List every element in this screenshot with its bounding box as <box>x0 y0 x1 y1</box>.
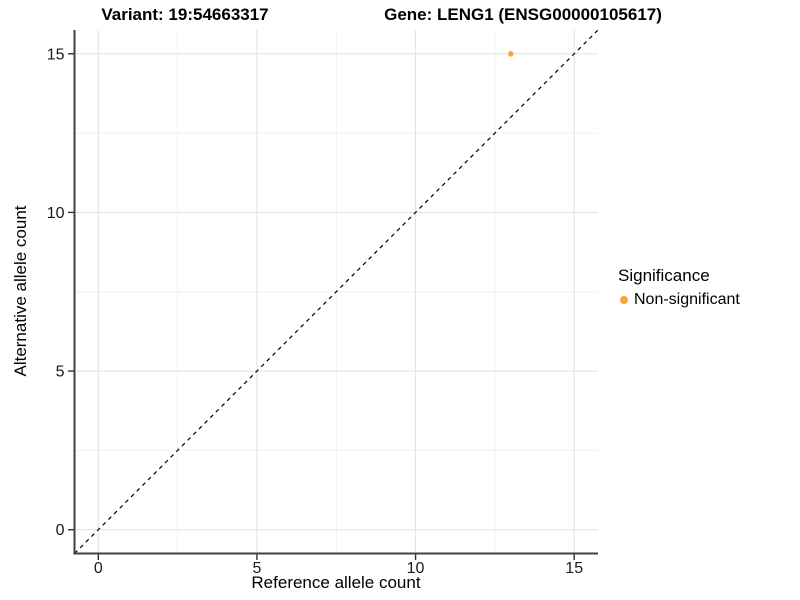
x-axis-title: Reference allele count <box>251 573 421 592</box>
y-tick-label: 10 <box>47 205 65 222</box>
x-tick-label: 10 <box>407 560 425 577</box>
y-tick-label: 15 <box>47 46 65 63</box>
legend-item-non-significant: Non-significant <box>618 291 740 309</box>
legend: Significance Non-significant <box>618 266 740 309</box>
legend-point-circle-icon <box>620 296 628 304</box>
x-tick-label: 15 <box>565 560 583 577</box>
y-tick-label: 5 <box>56 364 65 381</box>
x-tick-label: 5 <box>252 560 261 577</box>
y-tick-label: 0 <box>56 522 65 539</box>
x-tick-label: 0 <box>94 560 103 577</box>
legend-item-label: Non-significant <box>634 291 740 308</box>
legend-title: Significance <box>618 266 710 285</box>
identity-reference-line <box>74 29 599 554</box>
variant-title: Variant: 19:54663317 <box>101 5 269 24</box>
gene-title: Gene: LENG1 (ENSG00000105617) <box>384 5 662 24</box>
y-axis-title: Alternative allele count <box>11 205 30 377</box>
data-point <box>507 50 514 57</box>
